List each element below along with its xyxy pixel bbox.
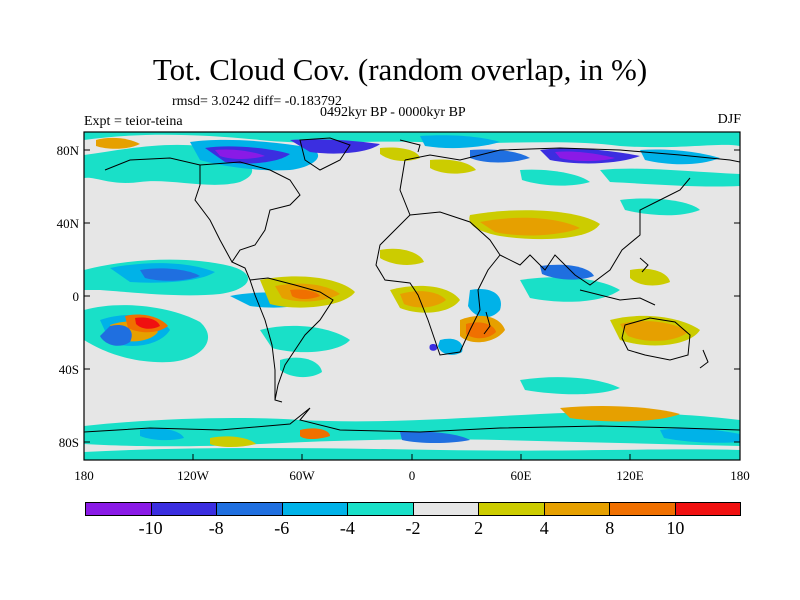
- colorbar-swatch-1: [151, 503, 217, 515]
- colorbar-label: 10: [666, 518, 685, 538]
- period-text: 0492kyr BP - 0000kyr BP: [320, 105, 466, 120]
- lat-label-0: 0: [73, 289, 80, 304]
- colorbar-swatch-4: [348, 503, 414, 515]
- colorbar-label: 2: [474, 518, 484, 538]
- colorbar-swatch-9: [675, 503, 740, 515]
- lat-label-80s: 80S: [59, 435, 79, 450]
- stats-text: rmsd= 3.0242 diff= -0.183792: [172, 94, 342, 109]
- lat-label-40s: 40S: [59, 362, 79, 377]
- lat-ticks: [84, 149, 740, 443]
- colorbar-swatch-8: [610, 503, 676, 515]
- colorbar-label: -10: [138, 518, 163, 538]
- colorbar-label: -2: [405, 518, 421, 538]
- lon-label-120e: 120E: [616, 468, 644, 483]
- lat-tick-labels: 80N 40N 0 40S 80S: [57, 143, 80, 450]
- lon-label-60w: 60W: [289, 468, 315, 483]
- lon-label-0: 0: [409, 468, 416, 483]
- colorbar-swatch-6: [479, 503, 545, 515]
- season-label: DJF: [717, 112, 741, 127]
- lon-ticks: [83, 454, 741, 460]
- colorbar-swatch-3: [282, 503, 348, 515]
- lat-label-40n: 40N: [57, 216, 80, 231]
- anomaly-field: [84, 132, 740, 460]
- lon-label-60e: 60E: [511, 468, 532, 483]
- colorbar-swatch-2: [217, 503, 283, 515]
- colorbar-swatch-0: [86, 503, 152, 515]
- colorbar-label: 4: [539, 518, 549, 538]
- lon-tick-labels: 180 120W 60W 0 60E 120E 180: [74, 468, 750, 483]
- map-title: Tot. Cloud Cov. (random overlap, in %): [152, 52, 648, 87]
- colorbar-swatch-7: [544, 503, 610, 515]
- colorbar-swatch-5: [413, 503, 479, 515]
- experiment-label: Expt = teior-teina: [84, 114, 183, 129]
- colorbar-label: 8: [605, 518, 615, 538]
- colorbar-label: -6: [274, 518, 290, 538]
- colorbar-label: -8: [208, 518, 224, 538]
- colorbar-label: -4: [339, 518, 355, 538]
- lat-label-80n: 80N: [57, 143, 80, 158]
- lon-label-180e: 180: [730, 468, 750, 483]
- colorbar: [85, 502, 741, 516]
- coastlines: [84, 137, 740, 433]
- lon-label-120w: 120W: [177, 468, 210, 483]
- lon-label-180w: 180: [74, 468, 94, 483]
